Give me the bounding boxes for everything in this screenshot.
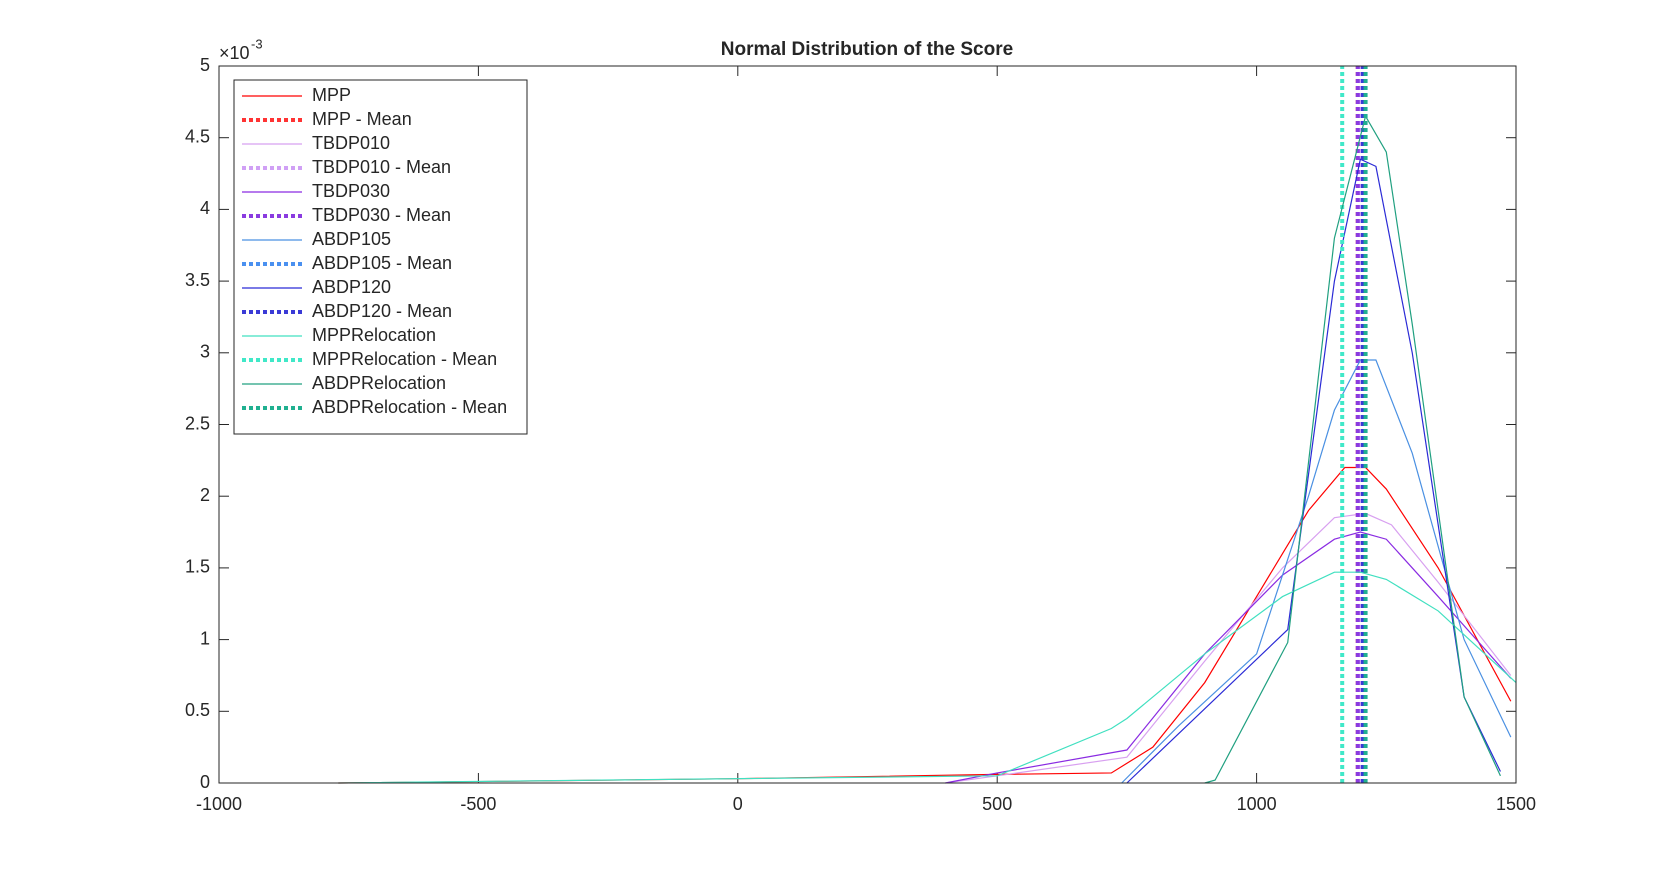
y-tick-label: 1	[200, 628, 210, 648]
x-tick-label: 1500	[1496, 794, 1536, 814]
y-tick-label: 2.5	[185, 413, 210, 433]
y-tick-label: 0.5	[185, 700, 210, 720]
y-multiplier-exponent: -3	[251, 36, 263, 51]
series-line	[1121, 359, 1512, 784]
y-tick-label: 2	[200, 485, 210, 505]
legend-label: ABDP105 - Mean	[312, 253, 452, 273]
legend-label: TBDP030	[312, 181, 390, 201]
y-tick-label: 3.5	[185, 270, 210, 290]
legend-label: TBDP010	[312, 133, 390, 153]
legend-label: TBDP030 - Mean	[312, 205, 451, 225]
legend-label: MPPRelocation	[312, 325, 436, 345]
series-line	[1204, 114, 1501, 784]
y-tick-label: 3	[200, 342, 210, 362]
legend-label: MPP	[312, 85, 351, 105]
legend-label: ABDP105	[312, 229, 391, 249]
legend-box	[233, 79, 528, 435]
x-tick-label: 0	[733, 794, 743, 814]
y-tick-label: 0	[200, 772, 210, 792]
y-tick-label: 4.5	[185, 126, 210, 146]
legend-label: MPP - Mean	[312, 109, 412, 129]
axes-box	[218, 65, 1517, 784]
series-line	[338, 466, 1512, 784]
y-tick-label: 5	[200, 55, 210, 75]
legend-label: ABDPRelocation	[312, 373, 446, 393]
legend-label: ABDP120 - Mean	[312, 301, 452, 321]
series-line	[945, 512, 1512, 784]
legend-label: MPPRelocation - Mean	[312, 349, 497, 369]
y-tick-label: 1.5	[185, 557, 210, 577]
series-line	[1126, 158, 1501, 784]
x-tick-label: -1000	[196, 794, 242, 814]
chart-title: Normal Distribution of the Score	[721, 39, 1013, 60]
series-line	[945, 531, 1512, 784]
y-multiplier-base: ×10	[219, 43, 250, 63]
x-tick-label: 500	[982, 794, 1012, 814]
legend-label: ABDP120	[312, 277, 391, 297]
legend-label: ABDPRelocation - Mean	[312, 397, 507, 417]
x-tick-label: 1000	[1237, 794, 1277, 814]
series-line	[338, 571, 1517, 784]
x-tick-label: -500	[460, 794, 496, 814]
legend-label: TBDP010 - Mean	[312, 157, 451, 177]
y-tick-label: 4	[200, 198, 210, 218]
